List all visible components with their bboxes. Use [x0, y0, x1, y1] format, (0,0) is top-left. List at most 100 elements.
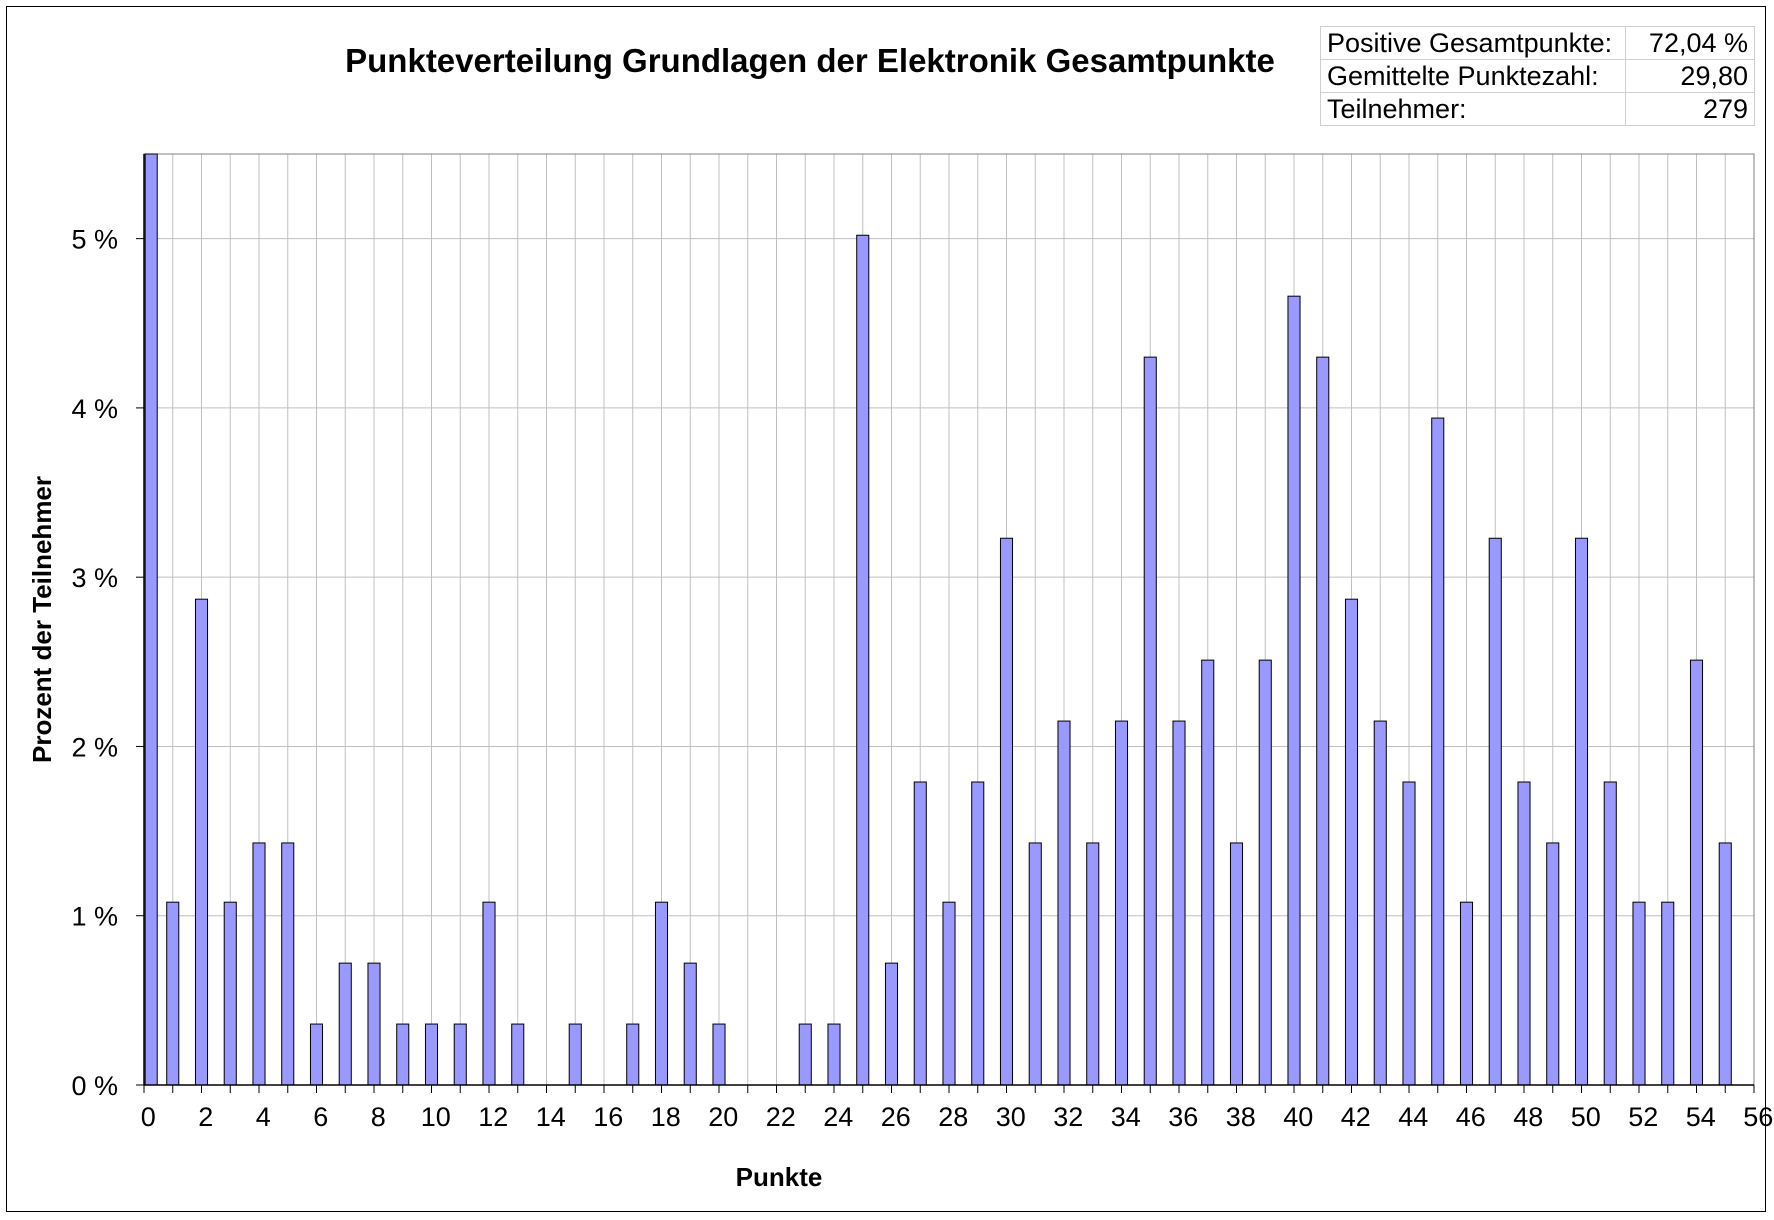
x-tick-label: 18 — [651, 1102, 681, 1132]
x-tick-label: 42 — [1341, 1102, 1371, 1132]
x-tick-label: 36 — [1168, 1102, 1198, 1132]
bar — [144, 153, 158, 1086]
stat-row-positive: Positive Gesamtpunkte: 72,04 % — [1320, 26, 1755, 60]
bar — [1344, 598, 1359, 1086]
bar — [942, 901, 956, 1086]
x-tick-label: 46 — [1456, 1102, 1486, 1132]
bar — [1229, 842, 1244, 1086]
bar — [1603, 781, 1617, 1086]
bar — [999, 537, 1014, 1086]
bar — [971, 781, 985, 1086]
x-tick-label: 10 — [421, 1102, 451, 1132]
x-axis-title: Punkte — [736, 1162, 823, 1192]
x-tick-label: 30 — [996, 1102, 1026, 1132]
bar — [424, 1023, 439, 1086]
bar — [568, 1023, 582, 1086]
stat-label: Teilnehmer: — [1320, 92, 1626, 126]
x-tick-label: 28 — [938, 1102, 968, 1132]
stat-row-participants: Teilnehmer: 279 — [1320, 92, 1755, 126]
bar — [1689, 659, 1704, 1086]
y-tick-label: 2 % — [71, 732, 118, 762]
bar — [1632, 901, 1646, 1086]
bar — [1057, 720, 1071, 1086]
x-tick-label: 0 — [141, 1102, 156, 1132]
x-tick-label: 48 — [1513, 1102, 1543, 1132]
x-tick-label: 8 — [371, 1102, 386, 1132]
x-tick-label: 4 — [256, 1102, 271, 1132]
x-tick-label: 24 — [823, 1102, 853, 1132]
bar — [367, 962, 381, 1086]
bar — [913, 781, 927, 1086]
bar — [482, 901, 496, 1086]
x-tick-label: 14 — [536, 1102, 566, 1132]
x-tick-label: 56 — [1743, 1102, 1773, 1132]
bar — [1114, 720, 1129, 1086]
stat-value: 72,04 % — [1625, 26, 1755, 60]
x-tick-label: 22 — [766, 1102, 796, 1132]
bar — [1172, 720, 1186, 1086]
stat-value: 279 — [1625, 92, 1755, 126]
x-tick-label: 54 — [1686, 1102, 1716, 1132]
bar — [1402, 781, 1416, 1086]
bar — [1546, 842, 1560, 1086]
x-tick-label: 32 — [1053, 1102, 1083, 1132]
bar — [396, 1023, 410, 1086]
y-tick-label: 0 % — [71, 1071, 118, 1101]
bar — [252, 842, 266, 1086]
bar — [1661, 901, 1675, 1086]
y-tick-label: 4 % — [71, 394, 118, 424]
bar-layer — [144, 153, 1732, 1086]
bar — [1201, 659, 1215, 1086]
bar — [626, 1023, 640, 1086]
x-tick-label: 16 — [593, 1102, 623, 1132]
bar — [1316, 356, 1330, 1086]
bar — [1258, 659, 1272, 1086]
x-tick-label: 2 — [198, 1102, 213, 1132]
bar — [856, 234, 870, 1086]
x-tick-label: 40 — [1283, 1102, 1313, 1132]
bar — [827, 1023, 841, 1086]
bar — [884, 962, 899, 1086]
x-tick-label: 50 — [1571, 1102, 1601, 1132]
x-tick-label: 6 — [313, 1102, 328, 1132]
bar — [281, 842, 295, 1086]
bar — [1431, 417, 1445, 1086]
bar — [309, 1023, 324, 1086]
x-tick-label: 34 — [1111, 1102, 1141, 1132]
bar — [194, 598, 209, 1086]
stat-label: Gemittelte Punktezahl: — [1320, 59, 1626, 93]
x-tick-label: 38 — [1226, 1102, 1256, 1132]
bar — [1517, 781, 1531, 1086]
bar — [1143, 356, 1157, 1086]
x-tick-label: 44 — [1398, 1102, 1428, 1132]
bar — [683, 962, 697, 1086]
bar — [511, 1023, 525, 1086]
y-tick-label: 1 % — [71, 902, 118, 932]
bar — [1574, 537, 1589, 1086]
statistics-table: Positive Gesamtpunkte: 72,04 % Gemittelt… — [1320, 26, 1755, 126]
y-tick-label: 5 % — [71, 225, 118, 255]
y-tick-label: 3 % — [71, 563, 118, 593]
bar — [1488, 537, 1502, 1086]
x-tick-label: 52 — [1628, 1102, 1658, 1132]
x-tick-label: 26 — [881, 1102, 911, 1132]
axis-layer: 0 2 4 6 8 10 12 14 16 18 20 22 24 26 28 30 32 34 36 38 40 42 4… — [71, 154, 1773, 1132]
bar — [1028, 842, 1042, 1086]
stat-label: Positive Gesamtpunkte: — [1320, 26, 1626, 60]
bar — [1086, 842, 1100, 1086]
x-tick-label: 20 — [708, 1102, 738, 1132]
stat-row-average: Gemittelte Punktezahl: 29,80 — [1320, 59, 1755, 93]
bar — [798, 1023, 812, 1086]
bar — [1459, 901, 1474, 1086]
x-tick-label: 12 — [478, 1102, 508, 1132]
bar — [1718, 842, 1732, 1086]
bar — [223, 901, 237, 1086]
bar — [1287, 295, 1301, 1086]
bar — [338, 962, 352, 1086]
bar — [166, 901, 180, 1086]
stat-value: 29,80 — [1625, 59, 1755, 93]
bar — [654, 901, 669, 1086]
bar — [453, 1023, 467, 1086]
chart-title: Punkteverteilung Grundlagen der Elektron… — [345, 42, 1275, 79]
